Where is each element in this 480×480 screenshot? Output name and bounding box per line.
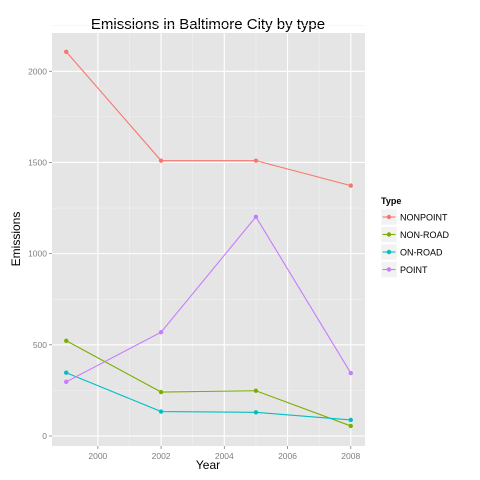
legend-title: Type — [381, 196, 401, 206]
legend-point-point — [386, 267, 392, 272]
x-tick-label: 2000 — [88, 451, 107, 461]
y-axis-ticks: 0 500 1000 1500 2000 — [28, 66, 52, 441]
x-tick-label: 2006 — [278, 451, 297, 461]
data-point-on-road — [64, 370, 69, 375]
legend-point-on-road — [386, 249, 392, 255]
data-point-nonpoint — [64, 49, 69, 54]
x-tick-label: 2002 — [152, 451, 171, 461]
y-tick-label: 500 — [33, 340, 47, 350]
series-line-nonpoint — [65, 51, 351, 187]
y-tick-label: 1000 — [28, 249, 47, 259]
data-point-nonpoint — [348, 183, 353, 188]
series-line-non-road — [65, 340, 351, 427]
data-point-point — [158, 330, 164, 335]
data-point-point — [253, 214, 259, 219]
data-point-non-road — [348, 423, 353, 429]
legend: Type NONPOINT NON-ROAD ON-ROAD POINT — [380, 196, 449, 278]
minor-gridlines — [52, 25, 365, 446]
y-tick-label: 2000 — [28, 66, 47, 76]
y-tick-label: 0 — [42, 431, 47, 441]
data-point-nonpoint — [158, 158, 164, 163]
legend-point-nonpoint — [386, 214, 392, 220]
y-axis-title: Emissions — [9, 212, 23, 267]
data-point-on-road — [158, 409, 164, 414]
data-point-non-road — [64, 338, 69, 343]
series-line-on-road — [66, 372, 351, 421]
legend-label-nonpoint: NONPOINT — [400, 213, 448, 223]
x-tick-label: 2004 — [215, 451, 234, 461]
data-point-on-road — [253, 410, 259, 415]
series-layer — [64, 49, 353, 429]
series-line-point — [65, 215, 352, 383]
data-point-nonpoint — [253, 158, 259, 163]
y-tick-label: 1500 — [28, 157, 47, 167]
major-gridlines — [52, 33, 365, 446]
chart-title: Emissions in Baltimore City by type — [91, 16, 325, 33]
data-point-non-road — [158, 389, 164, 395]
x-axis-title: Year — [196, 458, 220, 472]
data-point-point — [348, 370, 353, 376]
legend-label-non-road: NON-ROAD — [400, 230, 449, 240]
data-point-point — [64, 379, 69, 385]
x-axis-ticks: 2000 2002 2004 2006 2008 — [88, 446, 360, 461]
legend-label-on-road: ON-ROAD — [400, 248, 443, 258]
legend-label-point: POINT — [400, 265, 428, 275]
x-tick-label: 2008 — [341, 451, 360, 461]
legend-point-non-road — [386, 232, 392, 237]
data-point-non-road — [253, 388, 259, 393]
data-point-on-road — [348, 417, 353, 423]
plot-panel — [52, 33, 365, 446]
